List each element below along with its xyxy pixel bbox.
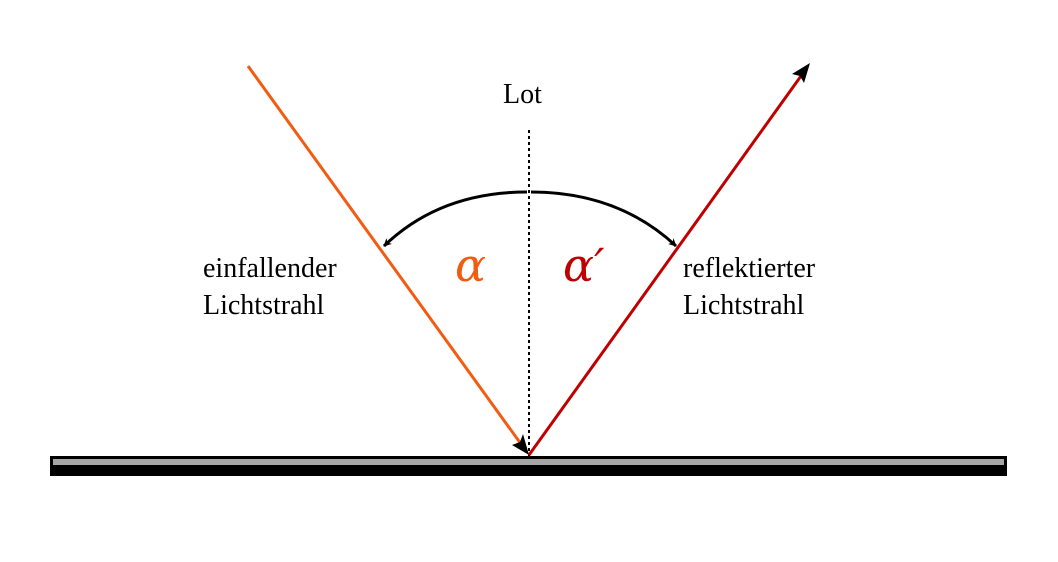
angle-of-reflection-label: α′	[563, 238, 605, 292]
angle-of-incidence-label: α	[455, 238, 487, 292]
reflected-ray-label-line2: Lichtstrahl	[683, 290, 805, 321]
normal-label: Lot	[503, 79, 542, 110]
mirror-surface	[53, 459, 1004, 465]
reflected-ray-label-line1: reflektierter	[683, 253, 816, 284]
incident-ray-arrowhead	[512, 434, 529, 455]
reflected-ray-arrowhead	[792, 63, 810, 83]
incident-ray-label-line1: einfallender	[203, 253, 337, 284]
reflected-ray	[527, 75, 803, 456]
angle-arc-reflected	[530, 190, 678, 248]
incident-ray	[246, 65, 523, 445]
incident-ray-label-line2: Lichtstrahl	[203, 290, 325, 321]
angle-arc-incident	[382, 190, 528, 248]
